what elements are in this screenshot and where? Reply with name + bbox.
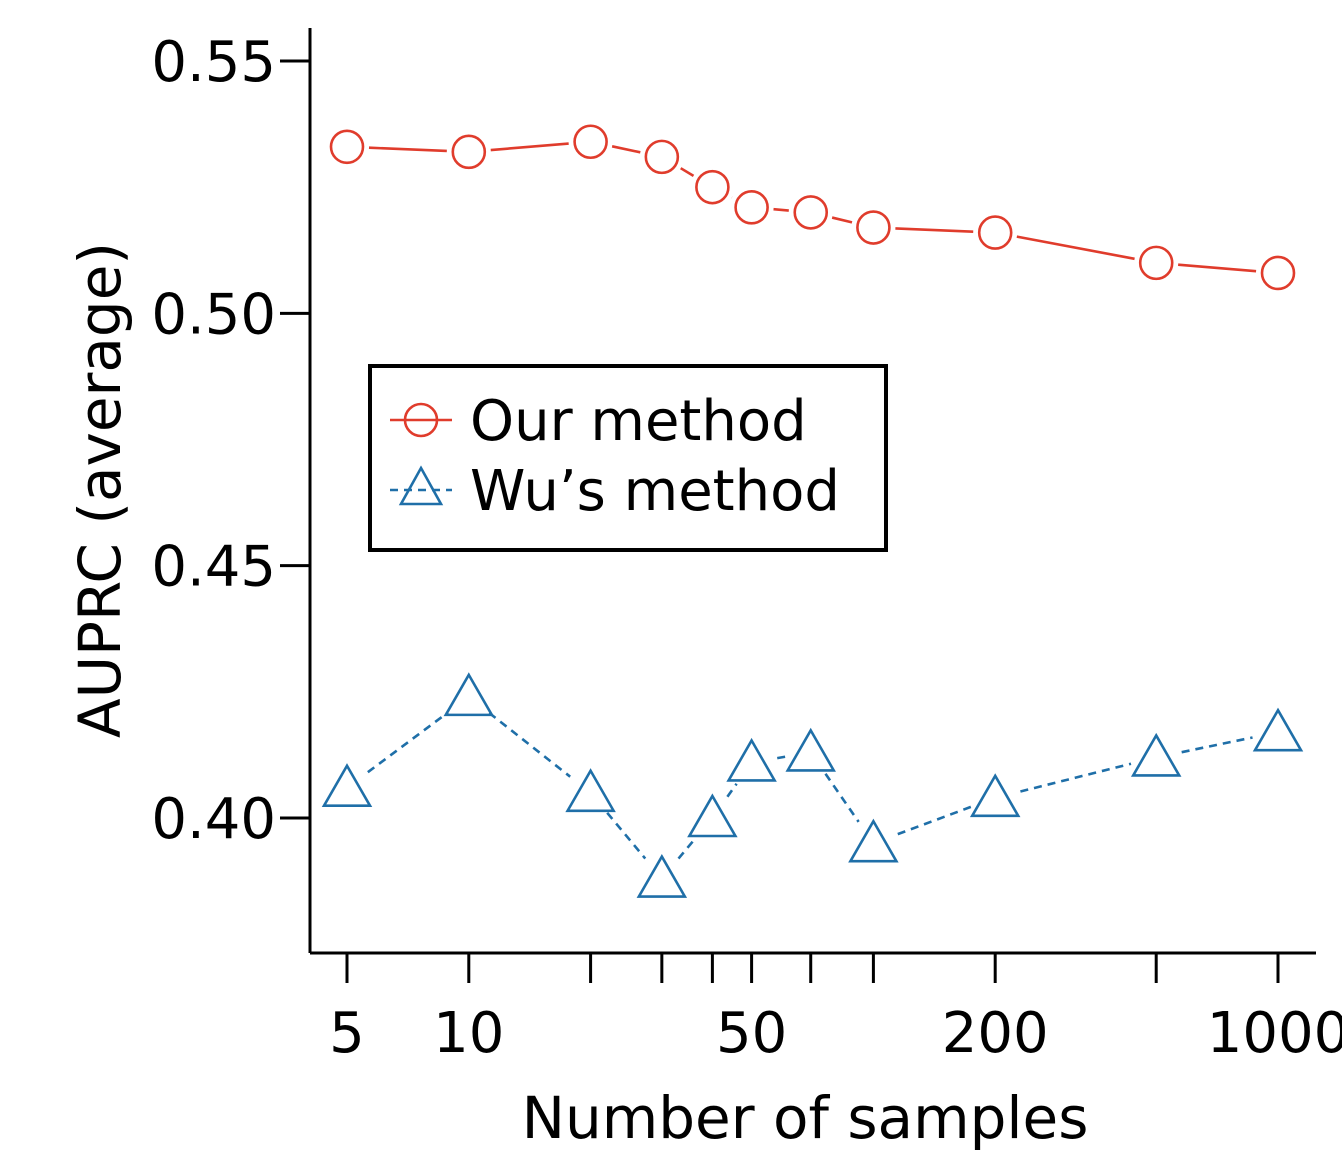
legend-item-our-method: Our method (390, 389, 807, 454)
legend: Our method Wu’s method (368, 364, 888, 552)
data-point-triangle (726, 737, 777, 782)
data-point-circle (451, 134, 487, 170)
data-point-triangle (443, 672, 495, 717)
series-segment (611, 145, 641, 154)
legend-marker-circle (403, 402, 439, 438)
x-tick-label: 200 (942, 1001, 1049, 1066)
series-segment (726, 782, 738, 798)
data-point-circle (1138, 245, 1174, 281)
data-point-circle (734, 190, 769, 225)
y-tick-label: 0.40 (151, 787, 276, 852)
x-tick-label: 50 (716, 1001, 787, 1066)
series-segment (1020, 762, 1132, 793)
series-segment (895, 227, 974, 233)
y-tick-label: 0.55 (151, 30, 276, 95)
x-tick-label: 5 (329, 1001, 365, 1066)
axes (308, 28, 1316, 955)
series-segment (680, 167, 695, 177)
series-segment (777, 755, 786, 760)
series-layer (321, 124, 1304, 898)
data-point-circle (329, 129, 365, 165)
x-axis-title: Number of samples (522, 1084, 1089, 1152)
series-segment (773, 207, 789, 212)
data-point-triangle (848, 818, 899, 863)
data-point-triangle (1252, 707, 1304, 752)
legend-marker-triangle (398, 465, 444, 506)
legend-label-wus-method: Wu’s method (470, 459, 840, 524)
series-segment (1178, 263, 1257, 273)
data-point-circle (793, 195, 829, 230)
series-segment (824, 773, 860, 823)
data-point-triangle (785, 727, 836, 772)
series-segment (488, 711, 571, 778)
data-point-circle (1260, 255, 1296, 291)
data-point-triangle (687, 793, 738, 838)
data-point-circle (856, 210, 891, 245)
y-axis-ticks: 0.40 0.45 0.50 0.55 (151, 30, 310, 852)
series-segment (1181, 736, 1253, 754)
series-segment (368, 146, 447, 153)
series-wus-method (321, 672, 1304, 898)
x-tick-label: 1000 (1207, 1001, 1342, 1066)
data-point-triangle (636, 853, 688, 898)
legend-box (368, 364, 888, 552)
y-axis-title: AUPRC (average) (66, 242, 134, 738)
legend-label-our-method: Our method (470, 389, 807, 454)
data-point-circle (695, 169, 730, 205)
x-axis-ticks: 5 10 50 200 1000 (329, 953, 1342, 1066)
x-tick-label: 10 (433, 1001, 504, 1066)
legend-item-wus-method: Wu’s method (390, 459, 840, 524)
data-point-circle (573, 124, 608, 160)
data-point-circle (977, 215, 1013, 250)
data-point-circle (644, 139, 680, 175)
series-segment (490, 142, 569, 152)
series-segment (606, 811, 647, 860)
data-point-triangle (1130, 732, 1182, 777)
y-tick-label: 0.45 (151, 535, 276, 600)
series-segment (677, 837, 697, 860)
series-segment (831, 216, 853, 224)
data-point-triangle (565, 768, 616, 813)
series-segment (1016, 235, 1135, 261)
series-segment (367, 711, 449, 774)
data-point-triangle (969, 773, 1021, 818)
data-point-triangle (321, 763, 373, 808)
y-tick-label: 0.50 (151, 282, 276, 347)
series-segment (897, 805, 972, 836)
series-our-method (329, 124, 1296, 291)
